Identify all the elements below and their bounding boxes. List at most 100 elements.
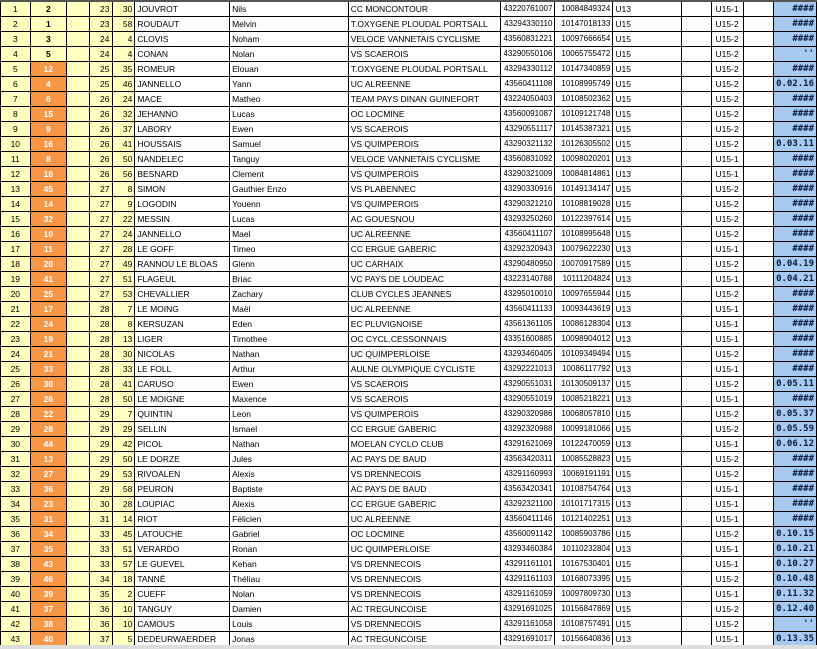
uci-id-cell[interactable]: 10110232804	[554, 541, 614, 557]
club-cell[interactable]: VS SCAEROIS	[347, 391, 502, 407]
bib-cell[interactable]: 18	[29, 166, 68, 182]
uci-id-cell[interactable]: 10068057810	[554, 406, 614, 422]
club-cell[interactable]: VS SCAEROIS	[347, 376, 502, 392]
time-gap-cell[interactable]: 0.11.32	[772, 586, 817, 602]
first-name-cell[interactable]: Ronan	[229, 541, 349, 557]
first-name-cell[interactable]: Théliau	[229, 571, 349, 587]
time-gap-cell[interactable]: 0.05.59	[772, 421, 817, 437]
club-cell[interactable]: VS QUIMPEROIS	[347, 166, 502, 182]
minutes-cell[interactable]: 30	[88, 496, 113, 512]
time-gap-cell[interactable]: ####	[772, 31, 817, 47]
time-gap-cell[interactable]: 0.10.27	[772, 556, 817, 572]
license-cell[interactable]: 43291160993	[500, 466, 556, 482]
last-name-cell[interactable]: JANNELLO	[134, 76, 231, 92]
rank-cell[interactable]: 37	[0, 541, 31, 557]
first-name-cell[interactable]: Maël	[229, 301, 349, 317]
uci-id-cell[interactable]: 10093443619	[554, 301, 614, 317]
bib-cell[interactable]: 31	[29, 511, 68, 527]
seconds-cell[interactable]: 58	[111, 481, 136, 497]
first-name-cell[interactable]: Damien	[229, 601, 349, 617]
last-name-cell[interactable]: SIMON	[134, 181, 231, 197]
club-cell[interactable]: VELOCE VANNETAIS CYCLISME	[347, 151, 502, 167]
empty-cell[interactable]	[681, 586, 712, 602]
license-cell[interactable]: 43290551117	[500, 121, 556, 137]
empty-cell[interactable]	[66, 61, 90, 77]
uci-id-cell[interactable]: 10108819028	[554, 196, 614, 212]
seconds-cell[interactable]: 13	[111, 331, 136, 347]
time-gap-cell[interactable]: 0.05.37	[772, 406, 817, 422]
category-cell[interactable]: U15	[612, 406, 683, 422]
empty-cell[interactable]	[66, 571, 90, 587]
seconds-cell[interactable]: 29	[111, 421, 136, 437]
seconds-cell[interactable]: 37	[111, 121, 136, 137]
category-cell[interactable]: U15	[612, 196, 683, 212]
seconds-cell[interactable]: 18	[111, 571, 136, 587]
rank-cell[interactable]: 30	[0, 436, 31, 452]
uci-id-cell[interactable]: 10098020201	[554, 151, 614, 167]
first-name-cell[interactable]: Eden	[229, 316, 349, 332]
uci-id-cell[interactable]: 10070917589	[554, 256, 614, 272]
last-name-cell[interactable]: LE DORZE	[134, 451, 231, 467]
minutes-cell[interactable]: 26	[88, 121, 113, 137]
first-name-cell[interactable]: Nils	[229, 0, 349, 17]
license-cell[interactable]: 43291161101	[500, 556, 556, 572]
license-cell[interactable]: 43560091087	[500, 106, 556, 122]
seconds-cell[interactable]: 41	[111, 376, 136, 392]
empty-cell[interactable]	[66, 16, 90, 32]
empty-cell[interactable]	[66, 271, 90, 287]
time-gap-cell[interactable]: 0.04.19	[772, 256, 817, 272]
minutes-cell[interactable]: 31	[88, 511, 113, 527]
bib-cell[interactable]: 13	[29, 451, 68, 467]
empty-cell[interactable]	[681, 406, 712, 422]
time-gap-cell[interactable]: ####	[772, 361, 817, 377]
last-name-cell[interactable]: CONAN	[134, 46, 231, 62]
last-name-cell[interactable]: CLOVIS	[134, 31, 231, 47]
first-name-cell[interactable]: Ismael	[229, 421, 349, 437]
last-name-cell[interactable]: QUINTIN	[134, 406, 231, 422]
bib-cell[interactable]: 1	[29, 16, 68, 32]
club-cell[interactable]: VS QUIMPEROIS	[347, 196, 502, 212]
last-name-cell[interactable]: RIOT	[134, 511, 231, 527]
license-cell[interactable]: 43290320986	[500, 406, 556, 422]
license-cell[interactable]: 43560831221	[500, 31, 556, 47]
minutes-cell[interactable]: 26	[88, 151, 113, 167]
last-name-cell[interactable]: TANNÉ	[134, 571, 231, 587]
empty-cell[interactable]	[681, 286, 712, 302]
group-cell[interactable]: U15-1	[710, 331, 744, 347]
last-name-cell[interactable]: CARUSO	[134, 376, 231, 392]
license-cell[interactable]: 43224050403	[500, 91, 556, 107]
empty-cell[interactable]	[742, 601, 774, 617]
group-cell[interactable]: U15-1	[710, 511, 744, 527]
time-gap-cell[interactable]: ####	[772, 91, 817, 107]
empty-cell[interactable]	[681, 526, 712, 542]
time-gap-cell[interactable]: ####	[772, 241, 817, 257]
category-cell[interactable]: U15	[612, 616, 683, 632]
rank-cell[interactable]: 29	[0, 421, 31, 437]
empty-cell[interactable]	[681, 556, 712, 572]
empty-cell[interactable]	[66, 181, 90, 197]
group-cell[interactable]: U15-2	[710, 616, 744, 632]
category-cell[interactable]: U15	[612, 466, 683, 482]
group-cell[interactable]: U15-2	[710, 466, 744, 482]
time-gap-cell[interactable]: ''	[772, 46, 817, 62]
group-cell[interactable]: U15-2	[710, 16, 744, 32]
first-name-cell[interactable]: Maxence	[229, 391, 349, 407]
empty-cell[interactable]	[742, 46, 774, 62]
empty-cell[interactable]	[681, 166, 712, 182]
empty-cell[interactable]	[66, 196, 90, 212]
category-cell[interactable]: U13	[612, 166, 683, 182]
empty-cell[interactable]	[66, 286, 90, 302]
seconds-cell[interactable]: 58	[111, 16, 136, 32]
time-gap-cell[interactable]: ####	[772, 301, 817, 317]
time-gap-cell[interactable]: 0.06.12	[772, 436, 817, 452]
bib-cell[interactable]: 14	[29, 196, 68, 212]
empty-cell[interactable]	[66, 346, 90, 362]
empty-cell[interactable]	[681, 121, 712, 137]
uci-id-cell[interactable]: 10097666654	[554, 31, 614, 47]
seconds-cell[interactable]: 53	[111, 286, 136, 302]
last-name-cell[interactable]: LE GOFF	[134, 241, 231, 257]
empty-cell[interactable]	[66, 76, 90, 92]
last-name-cell[interactable]: JOUVROT	[134, 0, 231, 17]
bib-cell[interactable]: 33	[29, 361, 68, 377]
bib-cell[interactable]: 5	[29, 46, 68, 62]
